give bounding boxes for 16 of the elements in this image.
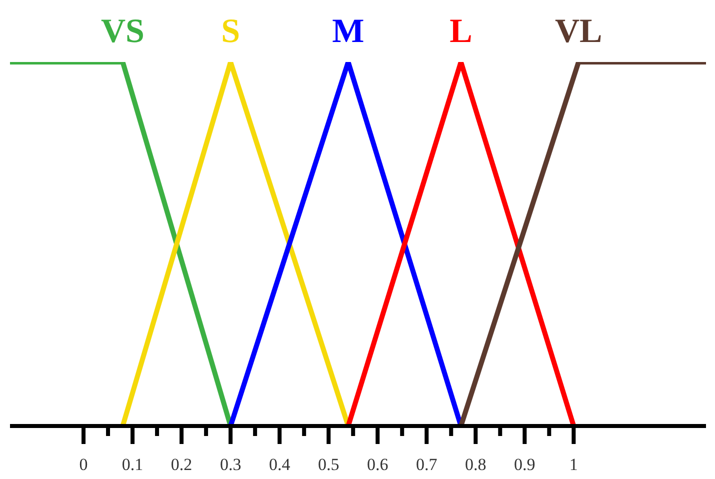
series-label: L [450, 13, 472, 50]
x-tick-label: 0.3 [220, 455, 242, 474]
x-tick-label: 0.8 [465, 455, 486, 474]
x-tick-label: 0 [79, 455, 88, 474]
series-label: S [221, 13, 240, 50]
x-tick-label: 0.6 [366, 455, 388, 474]
series-label: M [332, 13, 364, 50]
x-tick-label: 0.4 [268, 455, 291, 474]
x-tick-label: 0.5 [318, 455, 340, 474]
x-tick-label: 1 [569, 455, 578, 474]
x-tick-label: 0.1 [122, 455, 144, 474]
x-tick-label: 0.9 [514, 455, 536, 474]
x-tick-label: 0.2 [170, 455, 192, 474]
series-label: VS [101, 13, 144, 50]
series-label: VL [554, 13, 602, 50]
x-tick-label: 0.7 [416, 455, 438, 474]
